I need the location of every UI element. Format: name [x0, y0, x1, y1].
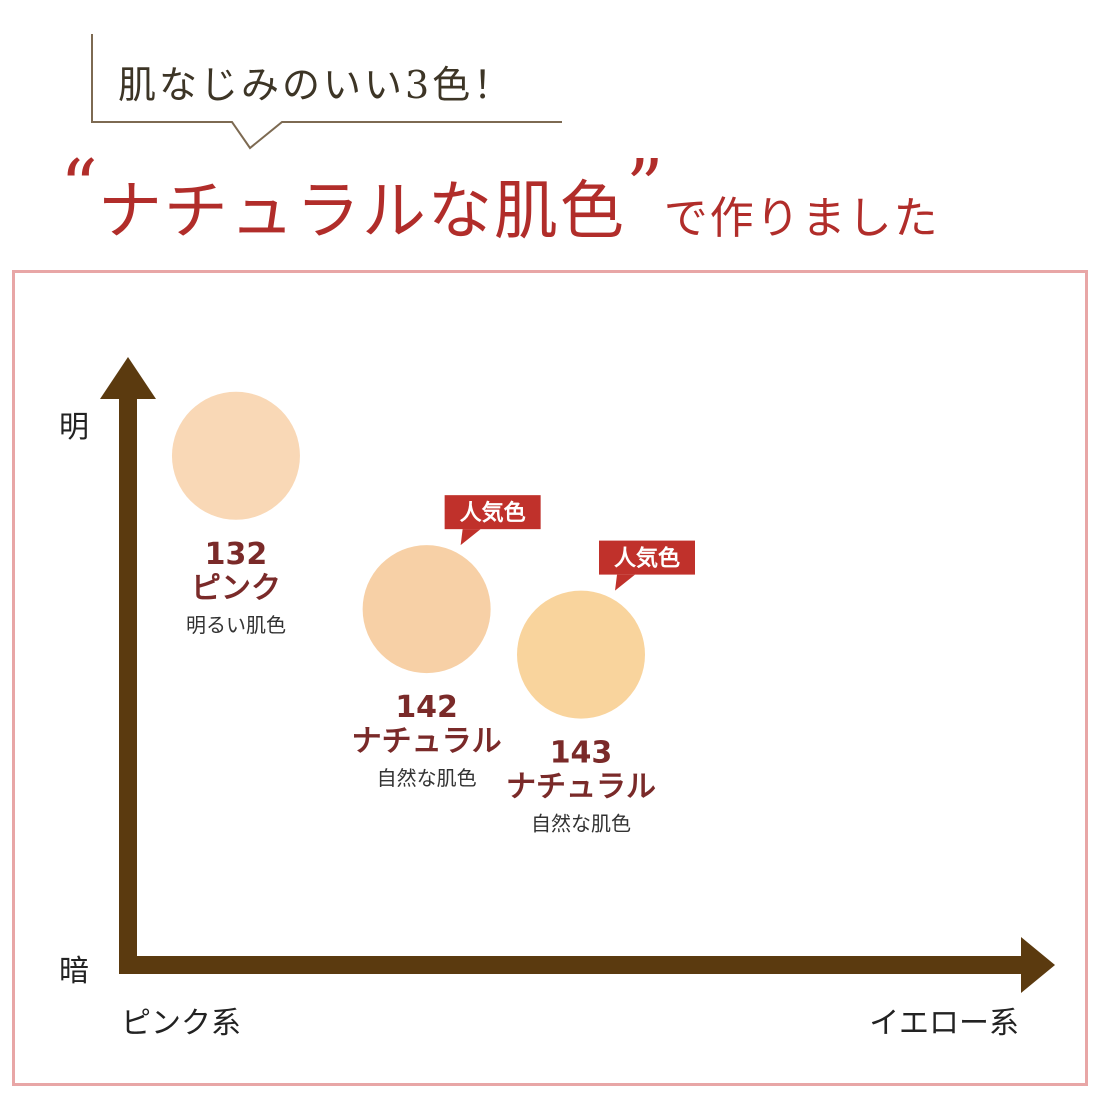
shade-points: 132ピンク明るい肌色142ナチュラル自然な肌色人気色143ナチュラル自然な肌色… — [171, 391, 695, 836]
x-axis-left-label: ピンク系 — [121, 1006, 241, 1041]
shade-description-label: 自然な肌色 — [531, 812, 631, 836]
popular-badge-bg — [444, 495, 541, 530]
y-axis-line — [119, 393, 137, 973]
popular-badge-bg — [599, 540, 695, 575]
speech-bubble-outline — [91, 34, 562, 150]
shade-description-label: 明るい肌色 — [186, 613, 286, 637]
shade-name-label: ナチュラル — [352, 724, 502, 759]
popular-badge: 人気色 — [444, 495, 541, 546]
shade-description-label: 自然な肌色 — [377, 766, 477, 790]
chart-axes — [100, 357, 1055, 993]
shade-code-label: 132 — [205, 537, 268, 572]
shade-name-label: ナチュラル — [506, 770, 656, 805]
headline-suffix: で作りました — [663, 193, 940, 244]
headline: “ナチュラルな肌色”で作りました — [60, 144, 940, 250]
popular-badge-tail — [460, 529, 481, 546]
shade-name-label: ピンク — [191, 571, 281, 606]
header: 肌なじみのいい3色！ “ナチュラルな肌色”で作りました — [0, 0, 1100, 260]
shade-swatch-143 — [517, 590, 645, 719]
popular-badge-label: 人気色 — [614, 546, 680, 572]
shade-swatch-142 — [362, 545, 491, 674]
speech-bubble-path — [91, 34, 562, 150]
x-axis-line — [119, 956, 1029, 974]
tagline: 肌なじみのいい3色！ — [118, 63, 515, 107]
popular-badge-tail — [615, 574, 635, 591]
shade-code-label: 143 — [550, 736, 613, 771]
y-axis-bottom-label: 暗 — [59, 954, 89, 989]
x-axis-right-label: イエロー系 — [869, 1006, 1019, 1041]
popular-badge: 人気色 — [599, 540, 695, 591]
x-axis-arrow-icon — [1021, 937, 1055, 993]
popular-badge-label: 人気色 — [460, 500, 526, 526]
y-axis-arrow-icon — [100, 357, 156, 399]
headline-close-quote: ” — [625, 144, 664, 230]
shade-swatch-132 — [171, 391, 300, 520]
chart-frame: 明暗ピンク系 イエロー系 132 ピンク 明るい肌色 142 ナチュラル 自然な肌色 人気色 1… — [12, 270, 1088, 1086]
headline-emphasis: ナチュラルな肌色 — [97, 175, 626, 249]
shade-code-label: 142 — [395, 690, 458, 725]
headline-open-quote: “ — [60, 144, 98, 230]
y-axis-top-label: 明 — [59, 410, 89, 445]
